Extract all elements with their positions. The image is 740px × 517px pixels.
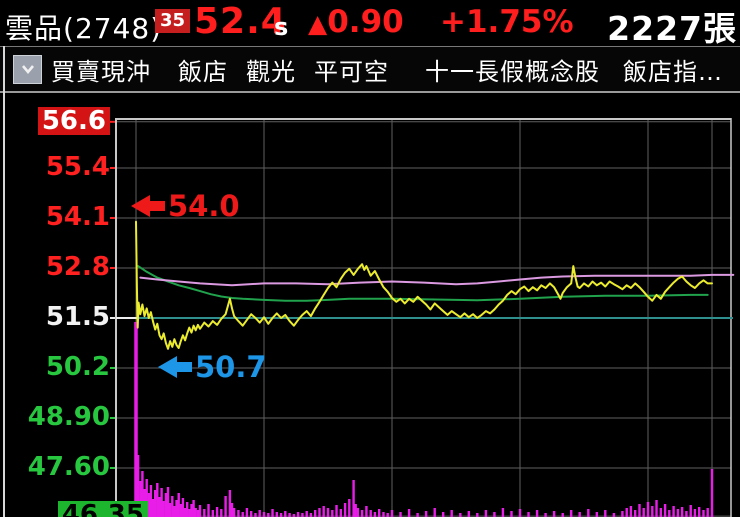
chevron-down-icon xyxy=(21,65,34,75)
left-arrow-icon xyxy=(131,195,165,217)
window-left-border xyxy=(3,46,5,517)
tab-item-6[interactable]: 飯店指… xyxy=(623,57,723,86)
quote-header: 雲品(2748) 35 52.4 s ▲0.90 +1.75% 2227張 xyxy=(0,0,740,48)
trade-flag: s xyxy=(274,13,289,41)
stock-code: (2748) xyxy=(63,12,163,45)
tab-item-4[interactable]: 平可空 xyxy=(314,57,389,86)
total-volume: 2227張 xyxy=(607,9,737,48)
alert-badge[interactable]: 35 xyxy=(155,9,191,33)
open-high-value: 54.0 xyxy=(168,189,240,223)
tab-list: 買賣現沖 飯店 觀光 平可空 十一長假概念股 飯店指… xyxy=(42,52,723,87)
tab-item-5[interactable]: 十一長假概念股 xyxy=(425,57,600,86)
day-low-value: 50.7 xyxy=(195,350,267,384)
up-arrow-icon: ▲ xyxy=(308,9,328,38)
tab-item-3[interactable]: 觀光 xyxy=(246,57,296,86)
stock-name: 雲品(2748) xyxy=(5,12,163,45)
price-change: ▲0.90 xyxy=(308,4,404,40)
day-low-annotation: 50.7 xyxy=(158,350,267,384)
left-arrow-icon xyxy=(158,356,192,378)
tab-item-1[interactable]: 買賣現沖 xyxy=(51,57,151,86)
tab-bar: 買賣現沖 飯店 觀光 平可空 十一長假概念股 飯店指… xyxy=(0,46,740,93)
open-high-annotation: 54.0 xyxy=(131,189,240,223)
last-price: 52.4 xyxy=(194,1,287,42)
tab-item-2[interactable]: 飯店 xyxy=(178,57,228,86)
tab-dropdown-button[interactable] xyxy=(13,54,42,84)
price-change-percent: +1.75% xyxy=(440,4,574,40)
